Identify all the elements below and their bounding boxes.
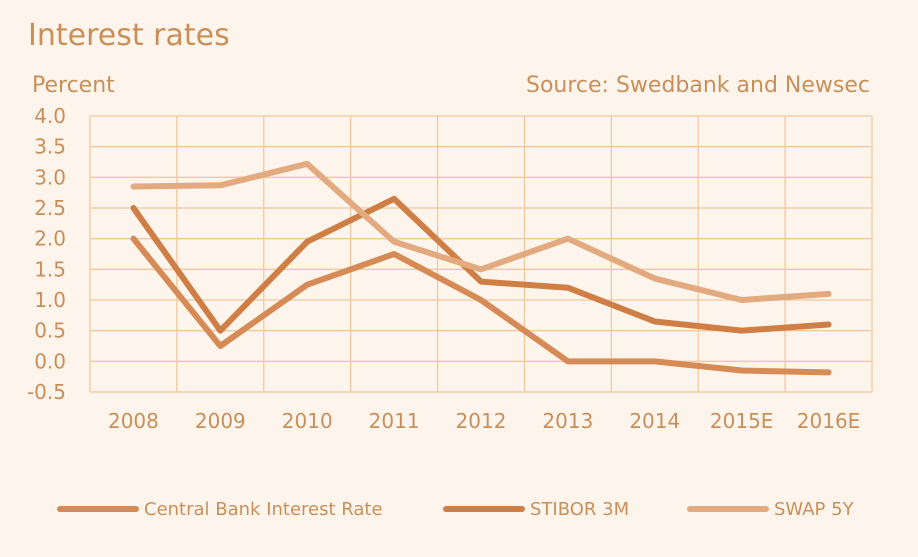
legend-label: SWAP 5Y xyxy=(774,499,855,520)
x-tick-label: 2008 xyxy=(108,409,159,433)
x-tick-label: 2011 xyxy=(369,409,420,433)
y-tick-label: 1.0 xyxy=(34,288,66,312)
x-tick-label: 2014 xyxy=(629,409,680,433)
y-tick-label: 2.0 xyxy=(34,227,66,251)
series-line-3 xyxy=(130,160,832,303)
y-tick-labels: 4.0 3.5 3.0 2.5 2.0 1.5 1.0 0.5 0.0 -0.5 xyxy=(27,104,66,404)
y-tick-label: 1.5 xyxy=(34,257,66,281)
x-tick-label: 2012 xyxy=(456,409,507,433)
series-line-1 xyxy=(130,235,832,376)
legend: Central Bank Interest Rate STIBOR 3M SWAP … xyxy=(57,499,855,520)
y-tick-label: 4.0 xyxy=(34,104,66,128)
x-tick-label: 2015E xyxy=(710,409,774,433)
chart-title: Interest rates xyxy=(28,18,230,53)
y-tick-label: 0.5 xyxy=(34,319,66,343)
y-tick-label: 3.5 xyxy=(34,135,66,159)
source-note: Source: Swedbank and Newsec xyxy=(526,73,870,98)
x-tick-label: 2010 xyxy=(282,409,333,433)
x-tick-label: 2016E xyxy=(797,409,861,433)
legend-label: STIBOR 3M xyxy=(530,499,629,520)
y-tick-label: 0.0 xyxy=(34,349,66,373)
series-line-2 xyxy=(130,195,832,334)
x-tick-labels: 2008 2009 2010 2011 2012 2013 2014 2015E 2016E xyxy=(108,409,860,433)
series-lines xyxy=(130,160,832,376)
y-tick-label: 3.0 xyxy=(34,165,66,189)
y-tick-label: -0.5 xyxy=(27,380,66,404)
legend-label: Central Bank Interest Rate xyxy=(144,499,383,520)
gridlines xyxy=(89,115,873,393)
x-tick-label: 2013 xyxy=(542,409,593,433)
y-axis-label: Percent xyxy=(32,73,115,98)
y-tick-label: 2.5 xyxy=(34,196,66,220)
x-tick-label: 2009 xyxy=(195,409,246,433)
